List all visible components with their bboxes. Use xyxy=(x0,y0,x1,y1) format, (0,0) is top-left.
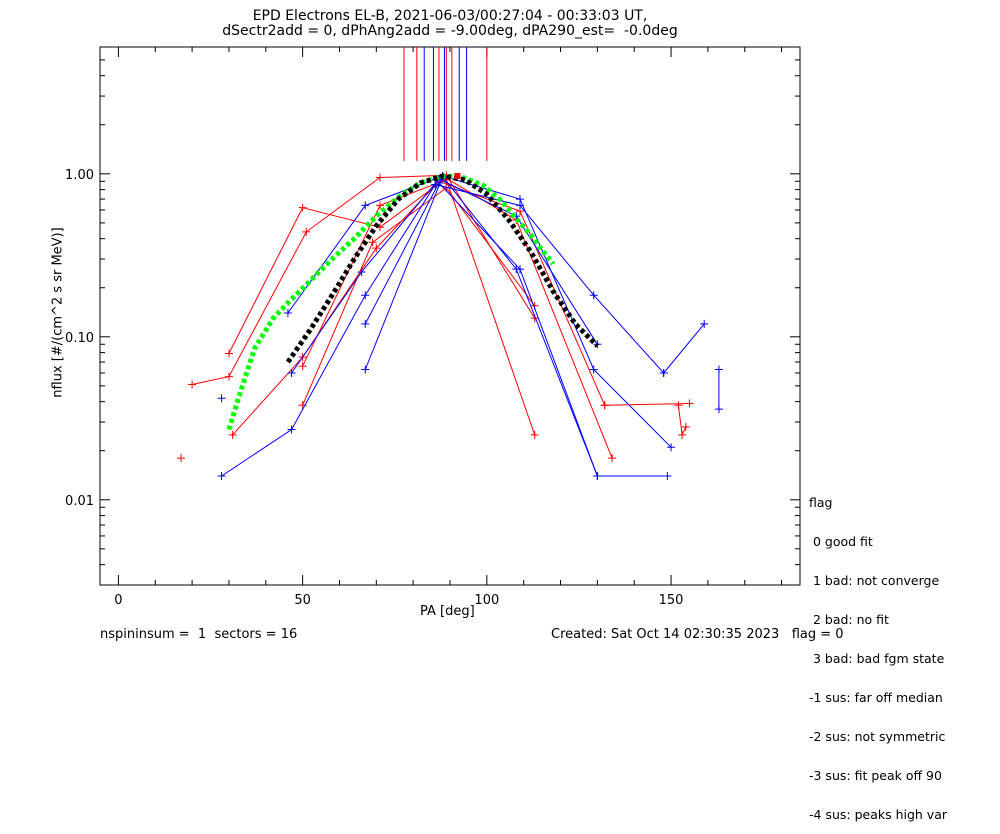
data-line-blue xyxy=(221,183,665,477)
data-point-red xyxy=(600,401,609,410)
data-point-red xyxy=(685,399,694,408)
chart-marks xyxy=(177,47,723,480)
data-point-red xyxy=(228,430,237,439)
data-point-blue xyxy=(217,394,226,403)
data-point-blue xyxy=(589,365,598,374)
data-point-blue xyxy=(361,319,370,328)
data-point-red xyxy=(372,244,381,253)
data-point-blue xyxy=(283,308,292,317)
data-point-red xyxy=(681,422,690,431)
y-tick-label: 0.10 xyxy=(65,331,94,346)
data-point-red xyxy=(302,227,311,236)
x-axis-label: PA [deg] xyxy=(420,604,475,619)
data-line-red xyxy=(302,187,536,406)
data-point-red xyxy=(188,380,197,389)
chart-axes: 0 50 100 150 0.01 0.10 1.00 xyxy=(65,46,801,608)
legend-item: -4 sus: peaks high var xyxy=(809,807,948,822)
data-point-red xyxy=(368,238,377,247)
legend-item: 0 good fit xyxy=(809,534,873,549)
chart-title: EPD Electrons EL-B, 2021-06-03/00:27:04 … xyxy=(252,8,648,24)
fit-curve-black xyxy=(285,173,600,364)
data-point-blue xyxy=(361,201,370,210)
data-point-blue xyxy=(357,267,366,276)
data-line-red xyxy=(302,179,536,436)
data-point-red xyxy=(678,430,687,439)
legend-item: -2 sus: not symmetric xyxy=(809,729,946,744)
data-point-blue xyxy=(659,368,668,377)
data-point-red xyxy=(674,401,683,410)
data-line-blue xyxy=(291,178,598,374)
y-axis-label: nflux [#/(cm^2 s sr MeV)] xyxy=(50,227,66,398)
data-point-blue xyxy=(700,319,709,328)
data-line-red xyxy=(677,405,687,437)
data-point-red xyxy=(177,454,186,463)
y-tick-label: 0.01 xyxy=(65,494,94,509)
data-point-red xyxy=(298,362,307,371)
data-point-blue xyxy=(361,291,370,300)
y-tick-label: 1.00 xyxy=(65,168,94,183)
data-point-red xyxy=(224,349,233,358)
flag-legend: flag 0 good fit 1 bad: not converge 2 ba… xyxy=(809,470,947,834)
legend-item: -3 sus: fit peak off 90 xyxy=(809,768,942,783)
data-line-red xyxy=(604,403,690,406)
data-line-blue xyxy=(287,175,672,448)
data-point-blue xyxy=(663,471,672,480)
footer-left: nspininsum = 1 sectors = 16 xyxy=(100,627,298,642)
data-point-blue xyxy=(361,365,370,374)
data-line-red xyxy=(232,180,606,436)
legend-title: flag xyxy=(809,495,833,510)
data-point-blue xyxy=(287,368,296,377)
x-tick-label: 50 xyxy=(294,593,311,608)
data-point-red xyxy=(224,372,233,381)
data-point-red xyxy=(376,201,384,210)
chart-subtitle: dSectr2add = 0, dPhAng2add = -9.00deg, d… xyxy=(222,23,678,39)
legend-item: 3 bad: bad fgm state xyxy=(809,651,945,666)
plot-frame xyxy=(99,46,801,586)
x-tick-label: 0 xyxy=(114,593,122,608)
x-tick-label: 150 xyxy=(659,593,684,608)
data-point-red xyxy=(376,173,384,182)
data-point-blue xyxy=(287,425,296,434)
legend-item: 1 bad: not converge xyxy=(809,573,940,588)
data-line-blue xyxy=(364,182,598,477)
data-point-red xyxy=(298,203,307,212)
data-point-blue xyxy=(516,195,524,204)
peak-marker xyxy=(454,172,461,179)
data-point-red xyxy=(608,454,617,463)
data-point-blue xyxy=(217,471,226,480)
legend-item: 2 bad: no fit xyxy=(809,612,889,627)
data-point-blue xyxy=(512,265,521,274)
data-point-blue xyxy=(589,291,598,300)
data-line-blue xyxy=(663,323,705,374)
data-line-red xyxy=(191,174,536,385)
legend-item: -1 sus: far off median xyxy=(809,690,943,705)
data-point-blue xyxy=(593,471,602,480)
data-point-blue xyxy=(714,405,723,414)
data-line-red xyxy=(228,177,613,459)
data-point-blue xyxy=(714,365,723,374)
data-point-red xyxy=(530,430,539,439)
chart-canvas: 0 50 100 150 0.01 0.10 1.00 xyxy=(65,46,801,608)
x-tick-label: 100 xyxy=(474,593,499,608)
data-point-blue xyxy=(667,443,676,452)
footer-right: Created: Sat Oct 14 02:30:35 2023 flag =… xyxy=(551,627,844,642)
